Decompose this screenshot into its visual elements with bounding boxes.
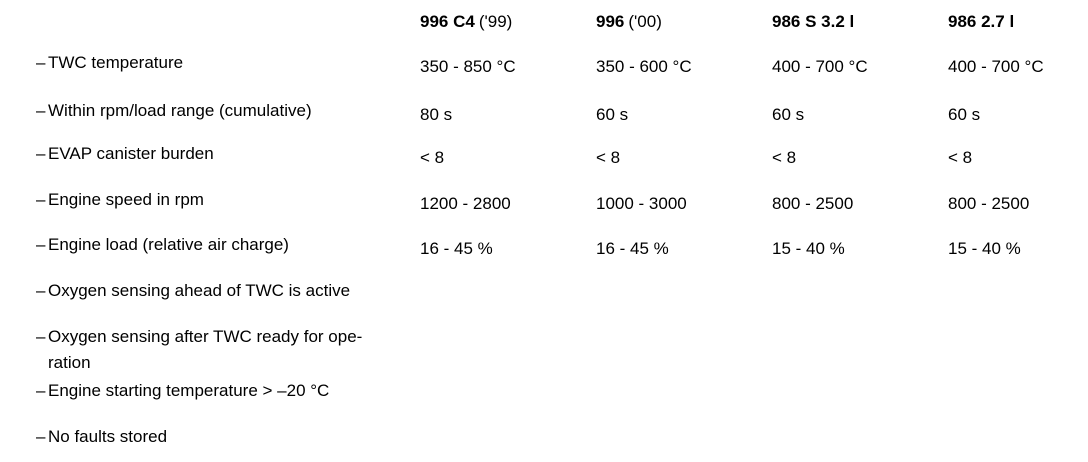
row-label: Engine starting temperature > –20 °C <box>48 381 330 400</box>
row-label: Engine speed in rpm <box>48 190 204 209</box>
cell: < 8 <box>596 148 621 167</box>
cell: < 8 <box>420 148 445 167</box>
row-label: EVAP canister burden <box>48 144 214 163</box>
column-header: 996 <box>596 12 625 31</box>
cell: < 8 <box>948 148 973 167</box>
cell: 60 s <box>596 105 629 124</box>
row-label: Oxygen sensing ahead of TWC is active <box>48 281 351 300</box>
column-year: ('00) <box>628 12 662 31</box>
bullet: – <box>36 101 46 120</box>
cell: 15 - 40 % <box>772 239 845 258</box>
row-label: TWC temperature <box>48 53 184 72</box>
row-label: Engine load (relative air charge) <box>48 235 289 254</box>
row-label: Oxygen sensing after TWC ready for ope- <box>48 327 363 346</box>
cell: 800 - 2500 <box>772 194 854 213</box>
bullet: – <box>36 53 46 72</box>
bullet: – <box>36 235 46 254</box>
bullet: – <box>36 327 46 346</box>
cell: 80 s <box>420 105 453 124</box>
cell: 60 s <box>948 105 981 124</box>
cell: 16 - 45 % <box>596 239 669 258</box>
cell: 400 - 700 °C <box>772 57 868 76</box>
cell: 400 - 700 °C <box>948 57 1044 76</box>
bullet: – <box>36 281 46 300</box>
cell: 15 - 40 % <box>948 239 1021 258</box>
row-label: ration <box>48 353 91 372</box>
column-header: 986 S 3.2 l <box>772 12 855 31</box>
row-label: No faults stored <box>48 427 168 446</box>
row-label: Within rpm/load range (cumulative) <box>48 101 312 120</box>
cell: 16 - 45 % <box>420 239 493 258</box>
bullet: – <box>36 144 46 163</box>
cell: 1200 - 2800 <box>420 194 511 213</box>
column-header: 986 2.7 l <box>948 12 1015 31</box>
column-year: ('99) <box>478 12 513 31</box>
bullet: – <box>36 190 46 209</box>
column-header: 996 C4 <box>420 12 475 31</box>
cell: 60 s <box>772 105 805 124</box>
bullet: – <box>36 381 46 400</box>
cell: < 8 <box>772 148 797 167</box>
cell: 800 - 2500 <box>948 194 1030 213</box>
bullet: – <box>36 427 46 446</box>
cell: 350 - 850 °C <box>420 57 516 76</box>
cell: 350 - 600 °C <box>596 57 692 76</box>
cell: 1000 - 3000 <box>596 194 687 213</box>
